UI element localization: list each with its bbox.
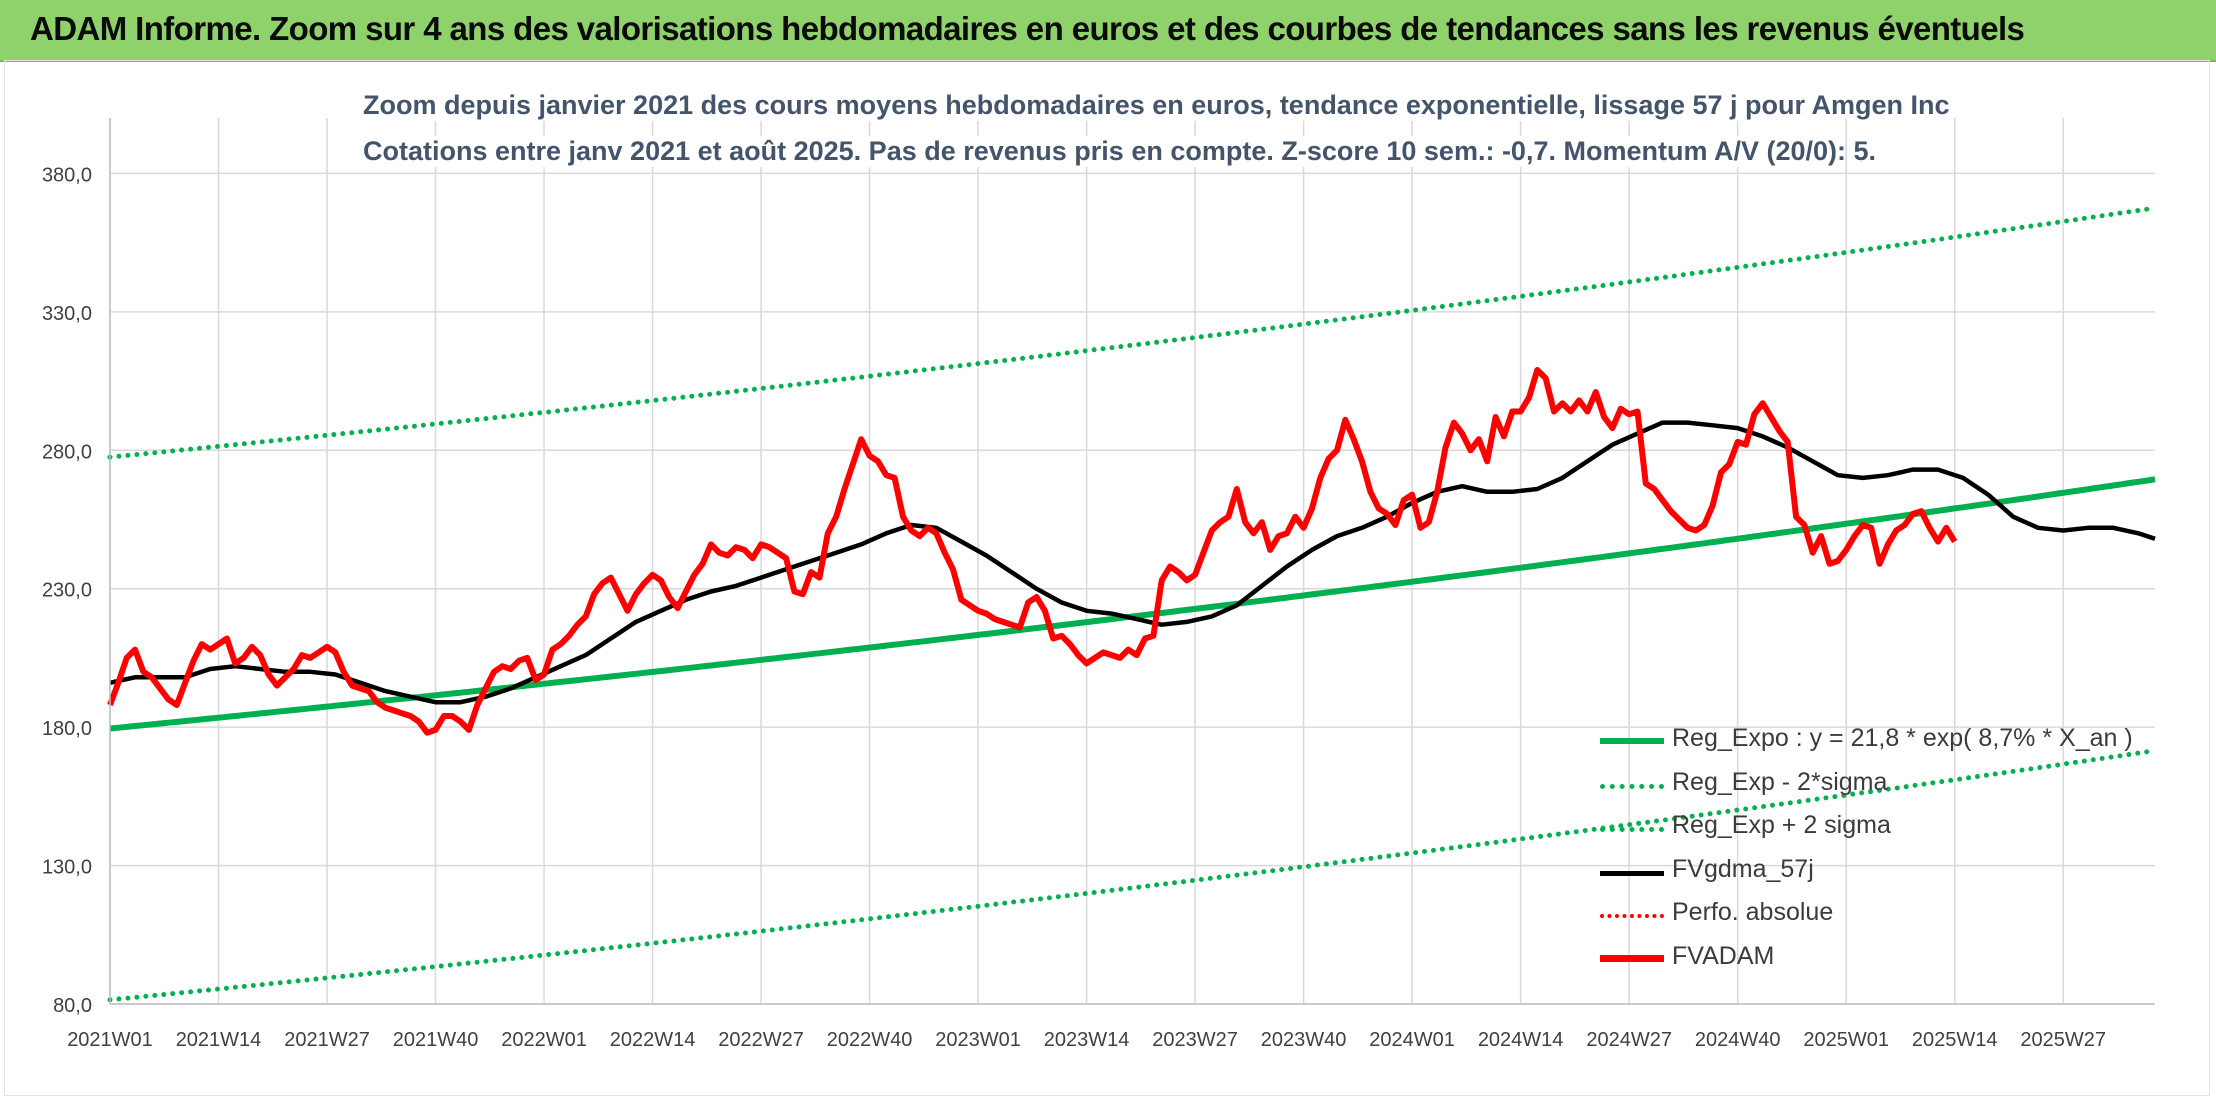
x-tick-label: 2021W14 [176,1029,262,1051]
legend-swatch-fvgdma [1600,870,1664,876]
legend-swatch-reg-expo [1600,738,1664,744]
series-fvadam [107,367,1958,736]
x-tick-label: 2022W01 [501,1029,587,1051]
x-tick-label: 2024W27 [1586,1029,1672,1051]
y-tick-label: 80,0 [53,995,92,1017]
x-tick-label: 2025W01 [1803,1029,1889,1051]
x-tick-label: 2021W27 [284,1029,370,1051]
report-title: ADAM Informe. Zoom sur 4 ans des valoris… [30,10,2025,47]
legend-label-fvadam: FVADAM [1672,941,1775,970]
series-layer [107,205,2158,1003]
x-tick-label: 2022W40 [827,1029,913,1051]
chart-subtitle: Cotations entre janv 2021 et août 2025. … [363,136,1877,167]
x-tick-label: 2022W27 [718,1029,804,1051]
legend-swatch-perfo [1600,914,1664,918]
y-tick-label: 380,0 [42,164,92,186]
y-tick-label: 180,0 [42,718,92,740]
x-tick-label: 2022W14 [610,1029,696,1051]
series-reg-lower [107,748,2158,1003]
x-tick-label: 2023W14 [1044,1029,1130,1051]
x-tick-label: 2024W40 [1695,1029,1781,1051]
legend-swatch-fvadam [1600,954,1664,962]
y-tick-label: 230,0 [42,580,92,602]
x-tick-label: 2021W40 [393,1029,479,1051]
series-reg-upper [107,205,2158,460]
grid-layer [109,118,2155,1005]
report-banner: ADAM Informe. Zoom sur 4 ans des valoris… [0,0,2216,62]
x-tick-label: 2024W14 [1478,1029,1564,1051]
x-tick-label: 2024W01 [1369,1029,1455,1051]
x-tick-label: 2025W27 [2020,1029,2106,1051]
series-fvgdma [109,420,2156,705]
legend-label-reg-lower: Reg_Exp - 2*sigma [1672,767,1888,796]
legend-label-reg-upper: Reg_Exp + 2 sigma [1672,811,1891,839]
x-tick-label: 2023W27 [1152,1029,1238,1051]
legend-label-fvgdma: FVgdma_57j [1672,854,1814,883]
legend-swatch-reg-upper [1600,827,1664,832]
legend-label-perfo: Perfo. absolue [1672,898,1834,926]
x-tick-label: 2023W01 [935,1029,1021,1051]
series-reg-expo [109,476,2156,732]
y-tick-label: 280,0 [42,441,92,463]
x-tick-label: 2023W40 [1261,1029,1347,1051]
x-tick-label: 2021W01 [67,1029,153,1051]
chart-title: Zoom depuis janvier 2021 des cours moyen… [363,90,1950,121]
chart-frame [4,60,2210,1096]
legend-swatch-reg-lower [1600,783,1664,789]
x-tick-label: 2025W14 [1912,1029,1998,1051]
axis-layer: 380,0 330,0 280,0 230,0 180,0 130,0 80,0 2021W0… [42,118,2155,1051]
legend-label-reg-expo: Reg_Expo : y = 21,8 * exp( 8,7% * X_an ) [1672,724,2133,752]
y-tick-label: 130,0 [42,857,92,879]
y-tick-label: 330,0 [42,303,92,325]
